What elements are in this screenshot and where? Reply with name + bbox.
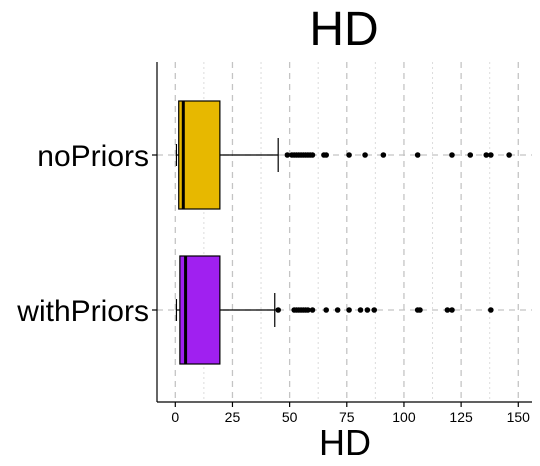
grid-lines [157, 62, 532, 402]
x-tick-label-0: 0 [171, 409, 179, 425]
outlier-point-noPriors-17 [449, 152, 455, 158]
outlier-point-withPriors-16 [417, 307, 423, 313]
outlier-point-noPriors-13 [346, 152, 352, 158]
outlier-point-withPriors-19 [488, 307, 494, 313]
x-tick-label-25: 25 [225, 409, 241, 425]
outlier-point-withPriors-13 [364, 307, 371, 313]
outlier-point-noPriors-21 [506, 152, 512, 158]
outlier-point-noPriors-14 [362, 152, 368, 158]
outlier-point-withPriors-7 [305, 307, 311, 313]
outlier-point-withPriors-17 [444, 307, 451, 313]
box-group-noPriors [175, 100, 512, 210]
chart-title: HD [309, 3, 378, 56]
y-tick-label-noPriors: noPriors [37, 140, 149, 173]
box-plots [175, 100, 512, 365]
outlier-point-noPriors-19 [483, 152, 490, 158]
y-axis-ticks: noPriors withPriors [16, 140, 157, 328]
x-tick-label-150: 150 [507, 409, 531, 425]
x-tick-label-75: 75 [339, 409, 355, 425]
outlier-point-noPriors-20 [488, 152, 494, 158]
outlier-point-withPriors-10 [334, 307, 341, 313]
outlier-point-noPriors-10 [309, 152, 316, 158]
x-tick-label-125: 125 [449, 409, 473, 425]
outlier-point-noPriors-15 [380, 152, 387, 158]
outlier-point-withPriors-18 [449, 307, 455, 313]
x-axis-title: HD [319, 422, 371, 463]
outlier-point-withPriors-12 [357, 307, 364, 313]
outlier-point-withPriors-14 [371, 307, 378, 313]
x-tick-label-100: 100 [392, 409, 416, 425]
x-tick-label-50: 50 [282, 409, 298, 425]
box-group-withPriors [175, 255, 494, 365]
outlier-point-withPriors-11 [346, 307, 352, 313]
outlier-point-withPriors-0 [275, 307, 281, 313]
box-noPriors [178, 100, 221, 210]
outlier-point-noPriors-12 [323, 152, 330, 158]
outlier-point-noPriors-16 [414, 152, 421, 158]
outlier-point-withPriors-9 [323, 307, 330, 313]
outlier-point-noPriors-0 [284, 152, 291, 158]
x-axis-ticks: 0 25 50 75 100 125 150 [171, 402, 530, 425]
outlier-point-noPriors-18 [467, 152, 474, 158]
outlier-point-withPriors-8 [309, 307, 316, 313]
y-tick-label-withPriors: withPriors [16, 295, 149, 328]
